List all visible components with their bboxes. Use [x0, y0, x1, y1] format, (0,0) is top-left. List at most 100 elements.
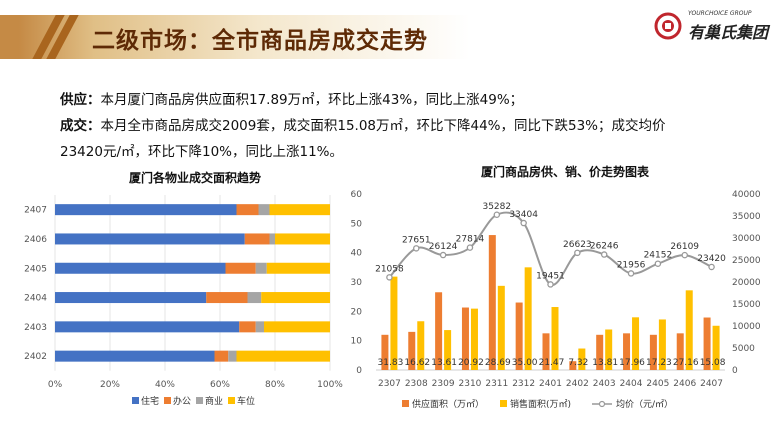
price-point: [466, 244, 474, 251]
sales-bar: [470, 308, 478, 370]
price-value-label: 35282: [482, 202, 511, 212]
supply-bar: [381, 334, 389, 370]
legend-label: 住宅: [141, 395, 159, 407]
y-left-tick-label: 50: [351, 219, 363, 229]
x-tick-label: 2406: [673, 379, 696, 389]
supply-sales-price-chart: 0 10 20 30 40 50 60 0 5000 10000 15000 20000 25000 30…: [351, 190, 761, 410]
supply-bar: [676, 333, 684, 370]
left-chart-title: 厦门各物业成交面积趋势: [128, 171, 261, 185]
legend-label: 车位: [237, 395, 255, 407]
bar-segment: [228, 350, 237, 362]
bar-segment: [55, 350, 215, 362]
y-tick-label: 2406: [24, 235, 47, 245]
legend-swatch: [132, 397, 139, 404]
x-tick-label: 40%: [155, 380, 175, 390]
y-right-tick-label: 20000: [732, 278, 761, 288]
bar-segment: [269, 204, 330, 216]
sales-value-label: 13.61: [431, 358, 457, 368]
supply-bar: [408, 331, 416, 370]
supply-label: 供应：: [60, 92, 101, 108]
y-right-tick-label: 25000: [732, 256, 761, 266]
price-value-label: 27651: [402, 235, 431, 245]
bar-segment: [225, 262, 256, 274]
y-right-tick-label: 15000: [732, 300, 761, 310]
x-tick-label: 60%: [210, 380, 230, 390]
logo-name: 有巢氏集团: [688, 23, 769, 42]
supply-bar: [515, 302, 523, 370]
sales-bar: [497, 285, 505, 370]
bar-segment: [266, 262, 330, 274]
sales-bar: [632, 317, 640, 370]
x-tick-label: 100%: [317, 380, 343, 390]
x-tick-label: 80%: [265, 380, 285, 390]
sales-value-label: 21.47: [539, 358, 565, 368]
sales-value-label: 20.92: [458, 358, 484, 368]
price-value-label: 23420: [697, 254, 726, 264]
legend-swatch: [402, 400, 409, 407]
bar-segment: [55, 292, 207, 304]
y-left-tick-label: 10: [351, 337, 363, 347]
supply-bar: [435, 292, 443, 370]
price-point: [627, 270, 635, 277]
y-right-tick-label: 40000: [732, 190, 761, 200]
bar-segment: [269, 233, 275, 245]
y-right-tick-label: 0: [732, 366, 738, 376]
bar-segment: [258, 204, 270, 216]
x-tick-label: 2405: [646, 379, 669, 389]
legend-swatch: [196, 397, 203, 404]
logo-tagline: YOURCHOICE GROUP: [688, 10, 752, 17]
bar-segment: [55, 321, 240, 333]
supply-bar: [569, 361, 577, 370]
y-left-tick-label: 40: [351, 249, 363, 259]
sales-value-label: 13.81: [592, 358, 618, 368]
logo-icon: [654, 12, 682, 40]
price-point: [547, 281, 554, 288]
sales-value-label: 16.62: [404, 358, 430, 368]
x-tick-label: 2311: [485, 379, 508, 389]
price-value-label: 21956: [617, 260, 646, 270]
sales-bar: [390, 276, 398, 370]
deal-text-line2: 23420元/㎡，环比下降10%，同比上涨11%。: [60, 144, 344, 160]
sales-value-label: 35.00: [512, 358, 538, 368]
price-point: [574, 249, 581, 257]
y-left-tick-label: 0: [356, 366, 362, 376]
supply-bar: [703, 317, 711, 370]
legend-swatch: [500, 400, 507, 407]
price-point: [708, 263, 715, 271]
y-tick-label: 2403: [24, 323, 47, 333]
y-right-tick-label: 35000: [732, 212, 761, 222]
bar-segment: [55, 204, 237, 216]
sales-bar: [551, 307, 559, 370]
sales-value-label: 17.23: [646, 358, 672, 368]
supply-bar: [461, 307, 469, 370]
sales-value-label: 17.96: [619, 358, 645, 368]
x-tick-label: 0%: [48, 380, 63, 390]
sales-bar: [444, 330, 452, 370]
bar-segment: [247, 292, 262, 304]
x-tick-label: 2310: [459, 379, 482, 389]
y-right-tick-label: 10000: [732, 322, 761, 332]
x-tick-label: 20%: [100, 380, 120, 390]
supply-bar: [649, 334, 657, 370]
deal-paragraph-line2: 23420元/㎡，环比下降10%，同比上涨11%。: [60, 140, 343, 160]
legend-marker: [598, 400, 606, 408]
price-value-label: 24152: [644, 251, 673, 261]
page-title: 二级市场：全市商品房成交走势: [92, 28, 428, 54]
price-value-label: 27814: [456, 235, 485, 245]
legend-swatch: [228, 397, 235, 404]
supply-bar: [542, 333, 550, 370]
sales-bar: [685, 290, 693, 370]
sales-bar: [578, 348, 586, 370]
bar-segment: [244, 233, 270, 245]
x-tick-label: 2312: [512, 379, 535, 389]
supply-paragraph: 供应：本月厦门商品房供应面积17.89万㎡，环比上涨43%，同比上涨49%；: [60, 88, 523, 108]
sales-value-label: 7.32: [568, 358, 588, 368]
sales-bar: [658, 319, 666, 370]
y-right-tick-label: 30000: [732, 234, 761, 244]
bar-segment: [239, 321, 256, 333]
legend-label: 办公: [173, 395, 191, 407]
price-point: [654, 260, 662, 267]
sales-value-label: 28.69: [485, 358, 511, 368]
y-right-tick-label: 5000: [732, 344, 755, 354]
company-logo: YOURCHOICE GROUP 有巢氏集团: [650, 10, 775, 44]
